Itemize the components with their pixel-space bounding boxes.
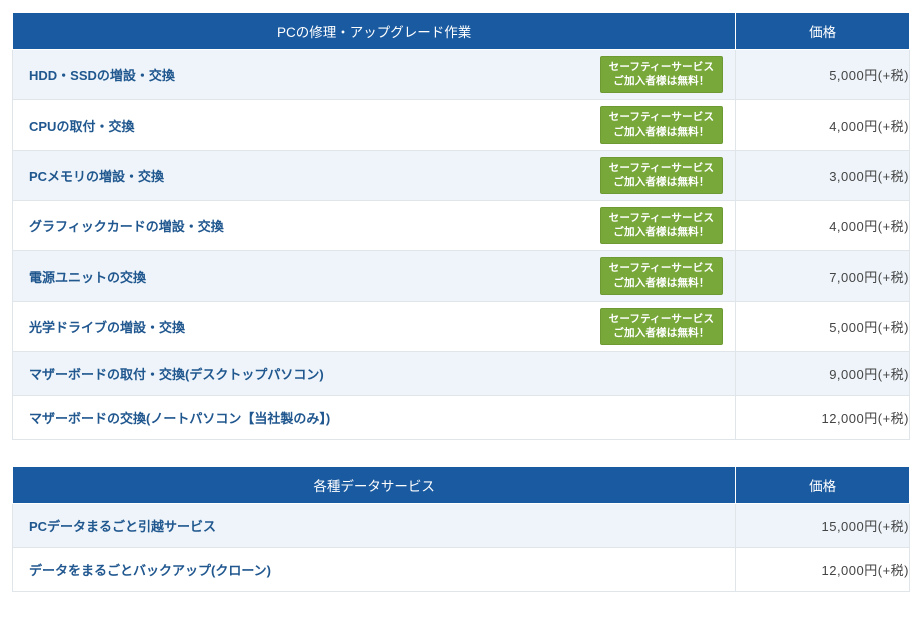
service-label: グラフィックカードの増設・交換 bbox=[29, 216, 224, 235]
table-row: マザーボードの交換(ノートパソコン【当社製のみ】) 12,000円(+税) bbox=[13, 396, 910, 440]
free-service-badge: セーフティーサービスご加入者様は無料！ bbox=[600, 157, 724, 194]
price-cell: 5,000円(+税) bbox=[736, 50, 910, 100]
service-label: 光学ドライブの増設・交換 bbox=[29, 317, 185, 336]
badge-line1: セーフティーサービス bbox=[609, 162, 715, 174]
price-cell: 15,000円(+税) bbox=[736, 504, 910, 548]
service-label: マザーボードの交換(ノートパソコン【当社製のみ】) bbox=[29, 408, 330, 427]
badge-line2: ご加入者様は無料！ bbox=[613, 176, 709, 188]
table-row: PCデータまるごと引越サービス 15,000円(+税) bbox=[13, 504, 910, 548]
badge-line1: セーフティーサービス bbox=[609, 212, 715, 224]
price-cell: 5,000円(+税) bbox=[736, 301, 910, 351]
free-service-badge: セーフティーサービスご加入者様は無料！ bbox=[600, 56, 724, 93]
price-cell: 12,000円(+税) bbox=[736, 396, 910, 440]
free-service-badge: セーフティーサービスご加入者様は無料！ bbox=[600, 308, 724, 345]
price-cell: 12,000円(+税) bbox=[736, 548, 910, 592]
service-label: CPUの取付・交換 bbox=[29, 116, 134, 135]
service-label: マザーボードの取付・交換(デスクトップパソコン) bbox=[29, 364, 324, 383]
table-row: PCメモリの増設・交換 セーフティーサービスご加入者様は無料！ 3,000円(+税) bbox=[13, 150, 910, 200]
table-row: マザーボードの取付・交換(デスクトップパソコン) 9,000円(+税) bbox=[13, 352, 910, 396]
badge-line1: セーフティーサービス bbox=[609, 262, 715, 274]
table-row: HDD・SSDの増設・交換 セーフティーサービスご加入者様は無料！ 5,000円(+… bbox=[13, 50, 910, 100]
tables-container: PCの修理・アップグレード作業価格HDD・SSDの増設・交換セーフティーサービス… bbox=[12, 12, 910, 592]
table-row: CPUの取付・交換 セーフティーサービスご加入者様は無料！ 4,000円(+税) bbox=[13, 100, 910, 150]
badge-line2: ご加入者様は無料！ bbox=[613, 277, 709, 289]
badge-line1: セーフティーサービス bbox=[609, 61, 715, 73]
pricing-table-1: 各種データサービス価格PCデータまるごと引越サービス15,000円(+税)データ… bbox=[12, 466, 910, 592]
badge-line1: セーフティーサービス bbox=[609, 313, 715, 325]
table-row: 光学ドライブの増設・交換 セーフティーサービスご加入者様は無料！ 5,000円(+税… bbox=[13, 301, 910, 351]
badge-line1: セーフティーサービス bbox=[609, 111, 715, 123]
service-label: データをまるごとバックアップ(クローン) bbox=[29, 560, 271, 579]
free-service-badge: セーフティーサービスご加入者様は無料！ bbox=[600, 106, 724, 143]
badge-line2: ご加入者様は無料！ bbox=[613, 226, 709, 238]
badge-line2: ご加入者様は無料！ bbox=[613, 126, 709, 138]
table-row: 電源ユニットの交換 セーフティーサービスご加入者様は無料！ 7,000円(+税) bbox=[13, 251, 910, 301]
pricing-table-0: PCの修理・アップグレード作業価格HDD・SSDの増設・交換セーフティーサービス… bbox=[12, 12, 910, 440]
service-label: PCメモリの増設・交換 bbox=[29, 166, 164, 185]
table-row: グラフィックカードの増設・交換 セーフティーサービスご加入者様は無料！ 4,000円… bbox=[13, 201, 910, 251]
badge-line2: ご加入者様は無料！ bbox=[613, 75, 709, 87]
price-cell: 9,000円(+税) bbox=[736, 352, 910, 396]
header-price: 価格 bbox=[736, 467, 910, 504]
price-cell: 4,000円(+税) bbox=[736, 100, 910, 150]
service-label: HDD・SSDの増設・交換 bbox=[29, 65, 175, 84]
price-cell: 7,000円(+税) bbox=[736, 251, 910, 301]
header-price: 価格 bbox=[736, 13, 910, 50]
badge-line2: ご加入者様は無料！ bbox=[613, 327, 709, 339]
service-label: PCデータまるごと引越サービス bbox=[29, 516, 216, 535]
free-service-badge: セーフティーサービスご加入者様は無料！ bbox=[600, 207, 724, 244]
header-service: 各種データサービス bbox=[13, 467, 736, 504]
table-row: データをまるごとバックアップ(クローン) 12,000円(+税) bbox=[13, 548, 910, 592]
header-service: PCの修理・アップグレード作業 bbox=[13, 13, 736, 50]
service-label: 電源ユニットの交換 bbox=[29, 267, 146, 286]
free-service-badge: セーフティーサービスご加入者様は無料！ bbox=[600, 257, 724, 294]
price-cell: 4,000円(+税) bbox=[736, 201, 910, 251]
price-cell: 3,000円(+税) bbox=[736, 150, 910, 200]
